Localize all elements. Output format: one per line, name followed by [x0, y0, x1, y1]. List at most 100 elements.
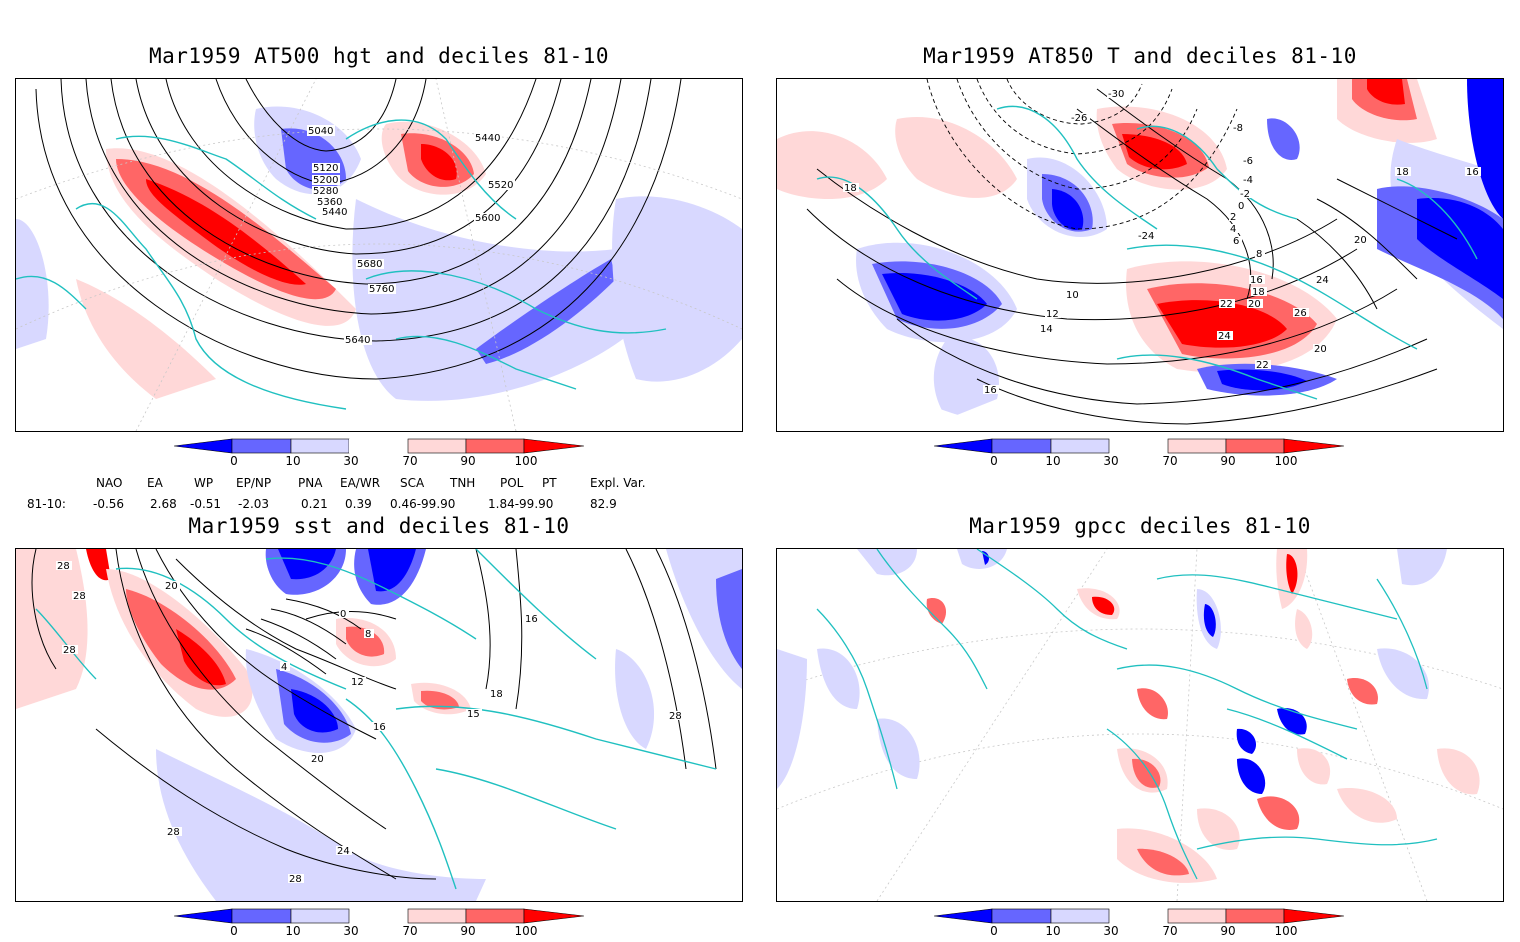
index-header: EP/NP	[236, 476, 272, 490]
contour-label: 2	[1230, 212, 1236, 223]
colorbar-tick: 90	[1220, 924, 1236, 938]
contour-label: 8	[365, 629, 371, 640]
contour-label: 16	[373, 722, 386, 733]
contour-label: -6	[1243, 156, 1253, 167]
contour-label: 18	[490, 689, 503, 700]
colorbar-at500: 0 10 30 70 90 100	[174, 438, 584, 472]
colorbar-tick: 70	[1162, 454, 1178, 468]
index-header: TNH	[450, 476, 476, 490]
contour-label: 4	[1230, 224, 1236, 235]
index-value: 82.9	[590, 497, 617, 511]
contour-label: 18	[844, 183, 857, 194]
contour-label: 16	[1250, 275, 1263, 286]
contour-label: 20	[311, 754, 324, 765]
colorbar-tick: 30	[1103, 454, 1119, 468]
contour-label: 18	[1396, 167, 1409, 178]
contour-label: -4	[1243, 175, 1253, 186]
contour-label: 28	[73, 591, 86, 602]
index-value: 0.46-99.90	[390, 497, 456, 511]
map-gpcc	[776, 548, 1504, 902]
contour-label: 4	[281, 662, 287, 673]
index-header: PNA	[298, 476, 323, 490]
index-header: SCA	[400, 476, 425, 490]
contour-label: 14	[1040, 324, 1053, 335]
contour-label: 20	[1248, 299, 1261, 310]
contour-label: 18	[1252, 287, 1265, 298]
contour-label: 22	[1256, 360, 1269, 371]
index-header: EA	[147, 476, 163, 490]
contour-label: 5040	[308, 126, 333, 137]
colorbar-tick: 100	[514, 924, 538, 938]
colorbar-tick: 0	[990, 924, 998, 938]
colorbar-tick: 90	[460, 924, 476, 938]
contour-label: 16	[525, 614, 538, 625]
colorbar-tick: 90	[460, 454, 476, 468]
colorbar-tick: 0	[230, 454, 238, 468]
colorbar-tick: 70	[1162, 924, 1178, 938]
panel-title-sst: Mar1959 sst and deciles 81-10	[188, 514, 570, 538]
panel-title-at850: Mar1959 AT850 T and deciles 81-10	[923, 44, 1357, 68]
colorbar-tick: 10	[285, 924, 301, 938]
contour-label: 28	[57, 561, 70, 572]
contour-label: 5360	[317, 197, 342, 208]
index-value: -0.51	[190, 497, 222, 511]
colorbar-tick: 0	[230, 924, 238, 938]
index-row-label: 81-10:	[27, 497, 66, 511]
contour-label: 22	[1220, 299, 1233, 310]
contour-label: 5120	[313, 163, 338, 174]
contour-label: 28	[289, 874, 302, 885]
colorbar-tick: 70	[402, 924, 418, 938]
contour-label: 10	[1066, 290, 1079, 301]
contour-label: 5200	[313, 175, 338, 186]
contour-label: 5640	[345, 335, 370, 346]
contour-label: -2	[1240, 189, 1250, 200]
contour-label: -8	[1233, 123, 1243, 134]
contour-label: 12	[351, 677, 364, 688]
contour-label: -30	[1108, 89, 1124, 100]
contour-label: 28	[167, 827, 180, 838]
map-at850: -24 -30 -26 -8 -6 -4 -2 0 2 4 6 8 10 12 …	[776, 78, 1504, 432]
contour-label: 15	[467, 709, 480, 720]
map-sst: 28 28 28 20 0 8 4 12 16 20 24 28 28 15 1…	[15, 548, 743, 902]
map-at500: 5040 5120 5200 5280 5360 5440 5440 5520 …	[15, 78, 743, 432]
contour-label: 28	[669, 711, 682, 722]
colorbar-tick: 0	[990, 454, 998, 468]
colorbar-tick: 30	[1103, 924, 1119, 938]
contour-label: 6	[1233, 236, 1239, 247]
index-value: 2.68	[150, 497, 177, 511]
contour-label: 12	[1046, 309, 1059, 320]
index-value: 0.39	[345, 497, 372, 511]
contour-label: 5680	[357, 259, 382, 270]
index-value: -2.03	[238, 497, 270, 511]
index-value: -0.56	[93, 497, 125, 511]
colorbar-tick: 10	[285, 454, 301, 468]
contour-label: -26	[1071, 113, 1087, 124]
index-header: WP	[194, 476, 214, 490]
colorbar-gpcc: 0 10 30 70 90 100	[934, 908, 1344, 942]
panel-title-at500: Mar1959 AT500 hgt and deciles 81-10	[148, 44, 609, 68]
index-header: EA/WR	[340, 476, 381, 490]
contour-label: -24	[1138, 231, 1154, 242]
colorbar-tick: 30	[343, 454, 359, 468]
contour-label: 24	[1218, 331, 1231, 342]
contour-label: 0	[340, 609, 346, 620]
colorbar-tick: 10	[1045, 454, 1061, 468]
contour-label: 20	[1354, 235, 1367, 246]
contour-label: 0	[1238, 201, 1244, 212]
contour-label: 5600	[475, 213, 500, 224]
colorbar-at850: 0 10 30 70 90 100	[934, 438, 1344, 472]
contour-label: 24	[1316, 275, 1329, 286]
index-header: POL	[500, 476, 524, 490]
contour-label: 16	[1466, 167, 1479, 178]
colorbar-tick: 100	[1274, 454, 1298, 468]
contour-label: 5440	[322, 207, 347, 218]
colorbar-tick: 100	[1274, 924, 1298, 938]
index-header: NAO	[96, 476, 123, 490]
contour-label: 26	[1294, 308, 1307, 319]
colorbar-tick: 70	[402, 454, 418, 468]
index-value: 1.84-99.90	[488, 497, 554, 511]
contour-label: 20	[1314, 344, 1327, 355]
colorbar-tick: 30	[343, 924, 359, 938]
contour-label: 16	[984, 385, 997, 396]
contour-label: 5280	[313, 186, 338, 197]
